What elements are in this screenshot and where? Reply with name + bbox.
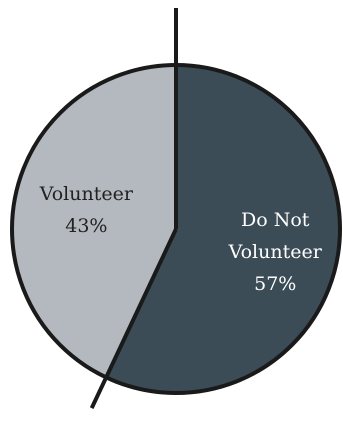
slice-category-label: Do Not	[241, 209, 310, 231]
pie-outline	[10, 63, 342, 395]
pie-slice-volunteer	[11, 65, 176, 378]
slice-value-label: 43%	[65, 215, 107, 237]
slice-category-label: Volunteer	[39, 183, 134, 205]
pie-slice-do-not-volunteer	[106, 65, 340, 393]
slice-value-label: 57%	[254, 273, 296, 295]
slice-category-label: Volunteer	[228, 241, 323, 263]
